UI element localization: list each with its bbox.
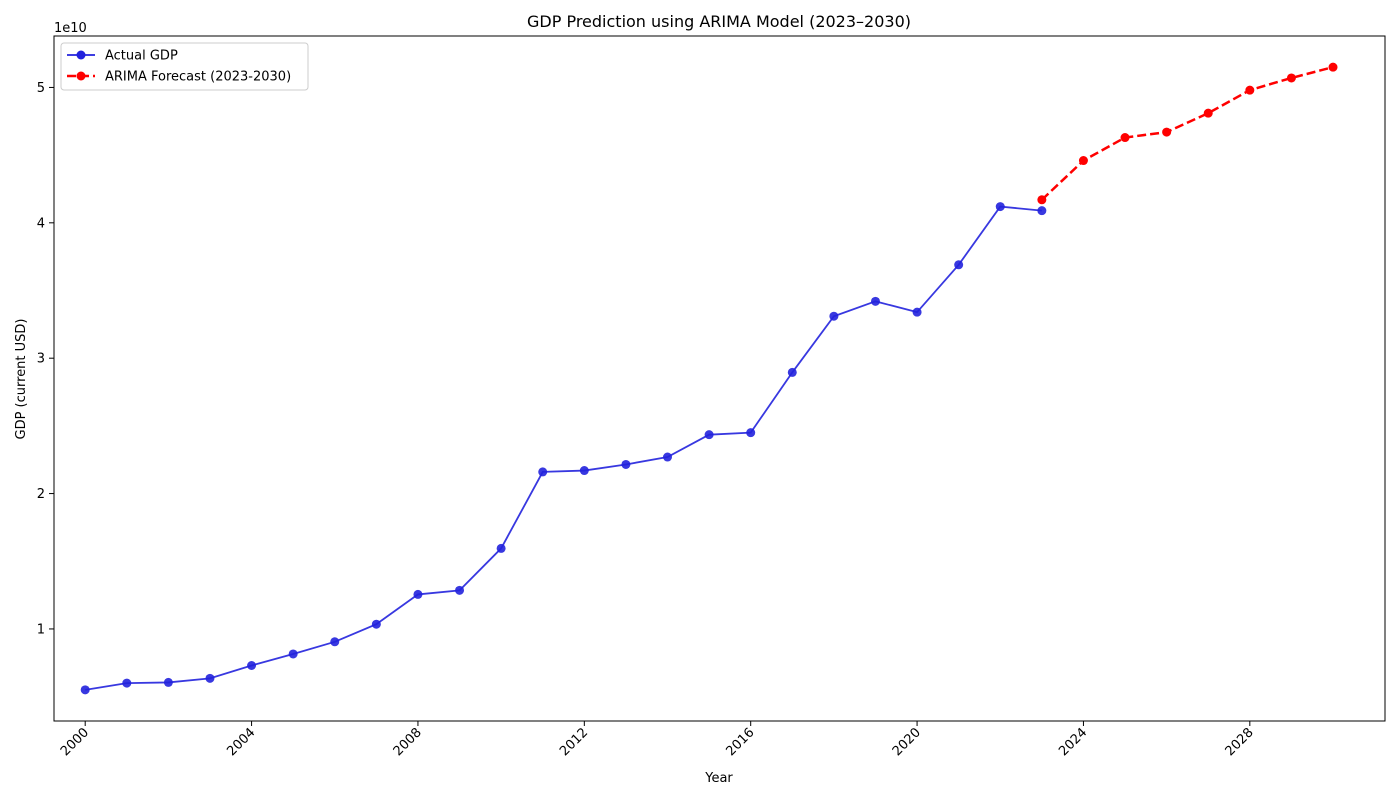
data-point (496, 543, 506, 553)
legend: Actual GDP ARIMA Forecast (2023-2030) (60, 42, 309, 91)
data-point (704, 430, 714, 440)
data-point (205, 673, 215, 683)
data-point (912, 307, 922, 317)
y-tick-label: 1 (37, 622, 45, 637)
x-tick-label: 2024 (1056, 725, 1090, 759)
legend-label: Actual GDP (105, 49, 178, 64)
legend-box (60, 42, 309, 91)
legend-marker (76, 50, 86, 60)
y-offset-label: 1e10 (54, 21, 87, 36)
data-point (1328, 62, 1338, 72)
y-tick-label: 5 (37, 81, 45, 96)
data-point (1037, 195, 1047, 205)
legend-marker (76, 71, 86, 81)
data-point (954, 260, 964, 270)
plot-area (53, 35, 1386, 722)
data-point (870, 296, 880, 306)
x-tick-label: 2020 (890, 725, 924, 759)
data-point (1078, 156, 1088, 166)
data-point (538, 467, 548, 477)
data-point (413, 589, 423, 599)
y-axis-label: GDP (current USD) (14, 318, 29, 439)
x-tick-label: 2016 (724, 725, 758, 759)
series-line (1040, 65, 1334, 201)
data-point (122, 678, 132, 688)
legend-label: ARIMA Forecast (2023-2030) (105, 70, 291, 85)
y-tick-label: 4 (37, 216, 45, 231)
series-arima-forecast (1037, 62, 1338, 205)
data-point (1162, 127, 1172, 137)
data-point (579, 466, 589, 476)
data-point (1286, 73, 1296, 83)
x-tick-label: 2000 (58, 725, 92, 759)
series-actual-gdp (80, 202, 1047, 695)
data-point (1120, 133, 1130, 143)
y-tick-label: 2 (37, 487, 45, 502)
data-point (621, 459, 631, 469)
data-point (330, 637, 340, 647)
x-tick-label: 2008 (391, 725, 425, 759)
data-point (247, 660, 257, 670)
data-point (995, 202, 1005, 212)
data-point (1245, 85, 1255, 95)
data-point (1203, 108, 1213, 118)
x-tick-label: 2004 (224, 725, 258, 759)
data-point (746, 428, 756, 438)
x-axis-label: Year (704, 771, 733, 786)
series-line (85, 205, 1042, 691)
x-tick-label: 2012 (557, 725, 591, 759)
data-point (371, 619, 381, 629)
data-point (288, 649, 298, 659)
data-point (455, 585, 465, 595)
data-point (163, 677, 173, 687)
chart-title: GDP Prediction using ARIMA Model (2023–2… (527, 12, 911, 31)
x-tick-label: 2028 (1223, 725, 1257, 759)
y-tick-label: 3 (37, 352, 45, 367)
data-point (663, 452, 673, 462)
data-point (787, 367, 797, 377)
data-point (829, 311, 839, 321)
data-point (1037, 206, 1047, 216)
data-point (80, 685, 90, 695)
